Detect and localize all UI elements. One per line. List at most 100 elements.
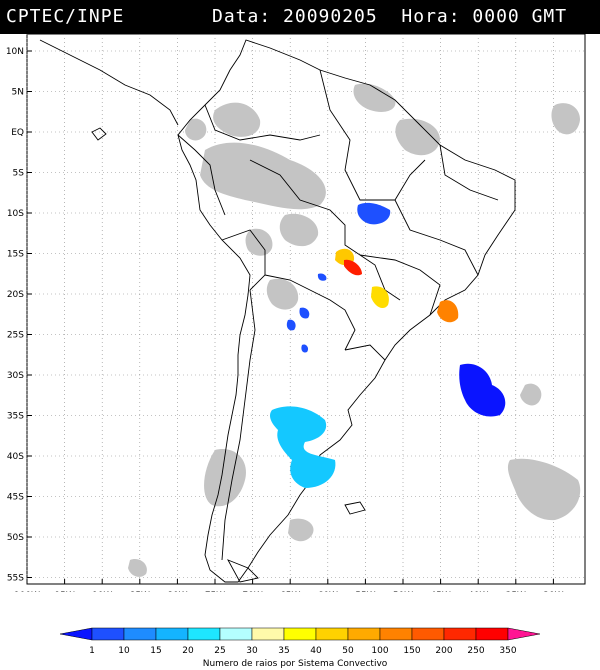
bolivia-paraguay xyxy=(264,274,356,351)
lat-label: 50S xyxy=(7,533,24,543)
colorbar-swatch xyxy=(379,627,413,641)
colorbar-label: 350 xyxy=(499,646,516,656)
latitude-labels: 10N 5N EQ 5S 10S 15S 20S 25S 30S 35S 40S 45S 50S 55S xyxy=(6,47,32,584)
lat-label: 20S xyxy=(7,290,24,300)
cloud-argentina-south xyxy=(288,518,314,542)
colorbar-caption: Numero de raios por Sistema Convectivo xyxy=(203,659,388,669)
argentina-chile xyxy=(221,289,256,561)
colorbar-swatch xyxy=(123,627,157,641)
lat-label: 10N xyxy=(6,47,24,57)
lon-label: 65W xyxy=(280,591,300,592)
brazil-internal-3 xyxy=(359,254,441,316)
cell-red xyxy=(344,259,362,276)
cell-blue-central xyxy=(357,202,391,225)
colorbar-swatch xyxy=(475,627,509,641)
lat-label: EQ xyxy=(11,128,24,138)
colorbar: 1 10 15 20 25 30 35 40 50 100 150 200 250 350 Numero … xyxy=(59,627,541,669)
cell-blue-small-4 xyxy=(301,344,309,353)
colorbar-swatch xyxy=(347,627,381,641)
peru-bolivia xyxy=(221,229,266,291)
lon-label: 80W xyxy=(167,591,187,592)
colorbar-label: 30 xyxy=(246,646,258,656)
colorbar-label: 50 xyxy=(342,646,354,656)
cloud-south-atlantic-east xyxy=(551,103,580,135)
colorbar-swatch xyxy=(507,627,541,641)
cloud-central-brazil xyxy=(279,213,319,247)
colorbar-swatch xyxy=(283,627,317,641)
colorbar-label: 20 xyxy=(182,646,194,656)
tierra-del-fuego xyxy=(227,559,259,583)
colorbar-swatch xyxy=(315,627,349,641)
lon-label: 100W xyxy=(14,591,40,592)
cloud-cover xyxy=(128,83,581,577)
cloud-east-amazon xyxy=(395,118,440,156)
brazil-internal-2 xyxy=(394,199,479,276)
cell-blue-atlantic xyxy=(459,363,506,417)
colorbar-label: 100 xyxy=(371,646,388,656)
cell-blue-small-3 xyxy=(286,319,296,331)
venezuela-colombia xyxy=(204,104,321,141)
lat-label: 35S xyxy=(7,412,24,422)
colorbar-swatch xyxy=(187,627,221,641)
cloud-chaco xyxy=(266,278,299,310)
lat-label: 10S xyxy=(7,209,24,219)
colorbar-swatch xyxy=(91,627,125,641)
colorbar-swatch xyxy=(251,627,285,641)
lightning-map: 10N5NEQ5S10S15S20S25S30S35S40S45S50S55S … xyxy=(6,34,586,592)
galapagos xyxy=(91,127,107,141)
lon-label: 70W xyxy=(242,591,262,592)
lon-label: 90W xyxy=(92,591,112,592)
colorbar-label: 40 xyxy=(310,646,322,656)
cell-cyan-argentina xyxy=(270,406,336,488)
colorbar-swatch xyxy=(443,627,477,641)
lat-label: 40S xyxy=(7,452,24,462)
lon-label: 95W xyxy=(54,591,74,592)
cloud-pacific xyxy=(128,559,147,577)
coastlines-borders xyxy=(39,39,516,583)
lon-label: 35W xyxy=(506,591,526,592)
lon-label: 75W xyxy=(205,591,225,592)
cell-blue-small-1 xyxy=(317,273,327,281)
lon-label: 60W xyxy=(318,591,338,592)
central-america xyxy=(39,39,179,126)
lon-label: 30W xyxy=(543,591,563,592)
colorbar-label: 200 xyxy=(435,646,452,656)
colorbar-label: 150 xyxy=(403,646,420,656)
brazil-internal-1 xyxy=(319,69,426,201)
colorbar-label: 250 xyxy=(467,646,484,656)
colorbar-label: 10 xyxy=(118,646,130,656)
colorbar-labels: 1 10 15 20 25 30 35 40 50 100 150 200 250 350 xyxy=(89,646,517,656)
cloud-north xyxy=(213,102,261,137)
brazil-west-border xyxy=(249,159,401,301)
cell-orange-se xyxy=(437,300,459,323)
colorbar-label: 25 xyxy=(214,646,225,656)
cell-yellow xyxy=(371,286,389,309)
colorbar-swatch xyxy=(155,627,189,641)
cloud-atlantic-south xyxy=(507,458,581,521)
header-bar: CPTEC/INPE Data: 20090205 Hora: 0000 GMT xyxy=(0,0,600,34)
lat-label: 30S xyxy=(7,371,24,381)
lat-label: 25S xyxy=(7,331,24,341)
longitude-labels: 100W 95W 90W 85W 80W 75W 70W 65W 60W 55W 50W 45W 40W… xyxy=(14,579,564,592)
date-time-title: Data: 20090205 Hora: 0000 GMT xyxy=(212,6,568,27)
colorbar-label: 1 xyxy=(89,646,95,656)
lon-label: 40W xyxy=(468,591,488,592)
cloud-guyana xyxy=(353,83,396,112)
colorbar-swatches xyxy=(59,627,541,641)
colorbar-swatch xyxy=(59,627,93,641)
lat-label: 55S xyxy=(7,574,24,584)
agency-title: CPTEC/INPE xyxy=(6,6,125,27)
lat-label: 45S xyxy=(7,493,24,503)
cell-blue-small-2 xyxy=(299,307,310,319)
lat-label: 5N xyxy=(12,88,24,98)
graticule xyxy=(26,34,585,584)
lightning-cells xyxy=(270,202,506,488)
malvinas xyxy=(344,501,366,515)
colorbar-swatch xyxy=(219,627,253,641)
lat-label: 15S xyxy=(7,250,24,260)
lon-label: 45W xyxy=(430,591,450,592)
lon-label: 85W xyxy=(130,591,150,592)
colorbar-swatch xyxy=(411,627,445,641)
cloud-colombia xyxy=(185,118,207,141)
ecuador-peru xyxy=(177,134,226,216)
